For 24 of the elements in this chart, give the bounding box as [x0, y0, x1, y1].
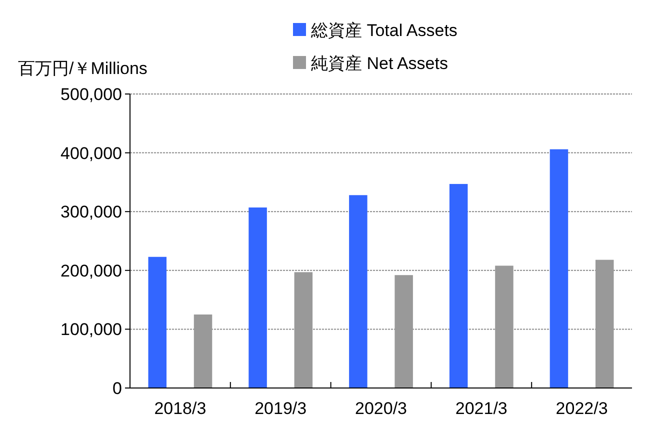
y-tick-label: 300,000	[60, 202, 122, 222]
x-tick-label: 2021/3	[455, 399, 508, 418]
legend-label: 純資産 Net Assets	[311, 54, 448, 73]
bar	[248, 207, 267, 388]
y-axis-title: 百万円/￥Millions	[18, 59, 148, 78]
x-tick-label: 2019/3	[254, 399, 307, 418]
y-tick-label: 200,000	[60, 261, 122, 280]
bar	[449, 184, 468, 388]
bar	[595, 260, 614, 388]
x-tick-label: 2018/3	[154, 399, 206, 418]
bar	[550, 149, 568, 388]
bar	[294, 272, 313, 388]
y-tick-label: 100,000	[60, 320, 122, 340]
bar	[148, 256, 167, 388]
bar	[194, 314, 212, 388]
bar	[495, 266, 514, 388]
bar	[394, 275, 413, 388]
y-tick-label: 400,000	[60, 144, 122, 163]
bar	[349, 195, 368, 388]
y-tick-label: 0	[112, 378, 122, 398]
y-tick-label: 500,000	[60, 84, 122, 104]
x-tick-label: 2020/3	[355, 399, 407, 418]
x-tick-label: 2022/3	[556, 399, 608, 418]
legend-label: 総資産 Total Assets	[310, 20, 458, 40]
